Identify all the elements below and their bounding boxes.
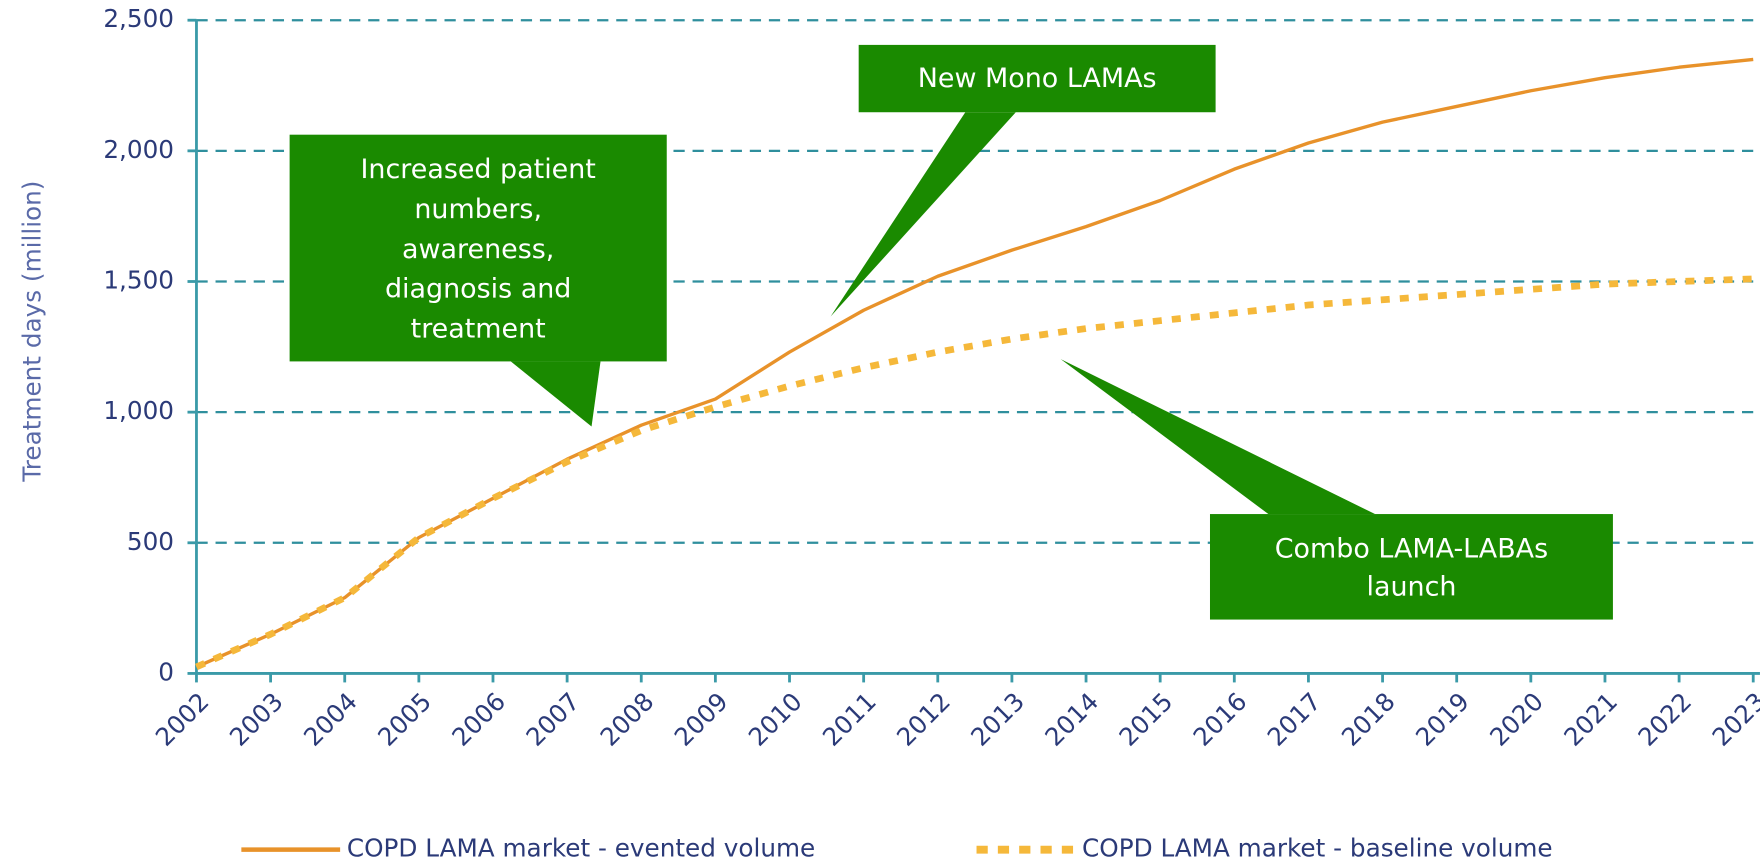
x-tick-label: 2020: [1484, 687, 1549, 752]
x-tick-label: 2009: [669, 687, 734, 752]
y-tick-label: 500: [127, 527, 174, 556]
callout-pointer: [510, 361, 601, 427]
callout-text: awareness,: [402, 234, 554, 265]
data-line: [195, 57, 1754, 669]
y-tick-label: 2,000: [103, 135, 174, 164]
y-tick-label: 1,500: [103, 265, 174, 294]
x-tick-label: 2019: [1410, 687, 1475, 752]
x-tick-label: 2011: [817, 687, 882, 752]
x-tick-label: 2021: [1558, 687, 1623, 752]
x-tick-label: 2015: [1113, 687, 1178, 752]
x-tick-label: 2010: [743, 687, 808, 752]
callout-text: Combo LAMA-LABAs: [1275, 533, 1548, 564]
callout-text: numbers,: [414, 194, 542, 225]
callout-pointer: [1060, 359, 1375, 515]
x-tick-label: 2017: [1262, 687, 1327, 752]
y-tick-label: 1,000: [103, 396, 174, 425]
x-tick-label: 2012: [891, 687, 956, 752]
callout-box: [858, 44, 1216, 113]
x-tick-label: 2007: [520, 687, 585, 752]
x-tick-label: 2008: [594, 687, 659, 752]
x-tick-label: 2022: [1632, 687, 1697, 752]
x-tick-label: 2003: [224, 687, 289, 752]
y-axis-label: Treatment days (million): [18, 181, 47, 483]
callout-text: Increased patient: [360, 154, 595, 185]
x-tick-label: 2018: [1336, 687, 1401, 752]
y-tick-label: 0: [158, 657, 174, 686]
callout-text: launch: [1366, 572, 1456, 603]
x-tick-label: 2014: [1039, 687, 1104, 752]
callout-text: New Mono LAMAs: [918, 63, 1157, 94]
callout-box: [1209, 514, 1613, 620]
x-tick-label: 2004: [298, 687, 363, 752]
callout-text: treatment: [411, 313, 546, 344]
legend-label: COPD LAMA market - baseline volume: [1082, 834, 1553, 862]
callout-text: diagnosis and: [385, 274, 571, 305]
x-tick-label: 2002: [150, 687, 215, 752]
x-tick-label: 2016: [1188, 687, 1253, 752]
x-tick-label: 2006: [446, 687, 511, 752]
legend-label: COPD LAMA market - evented volume: [347, 834, 815, 862]
callout-box: [289, 134, 667, 362]
callout-pointer: [830, 112, 1016, 317]
x-tick-label: 2013: [965, 687, 1030, 752]
x-tick-label: 2023: [1706, 687, 1760, 752]
x-tick-label: 2005: [372, 687, 437, 752]
y-tick-label: 2,500: [103, 4, 174, 33]
